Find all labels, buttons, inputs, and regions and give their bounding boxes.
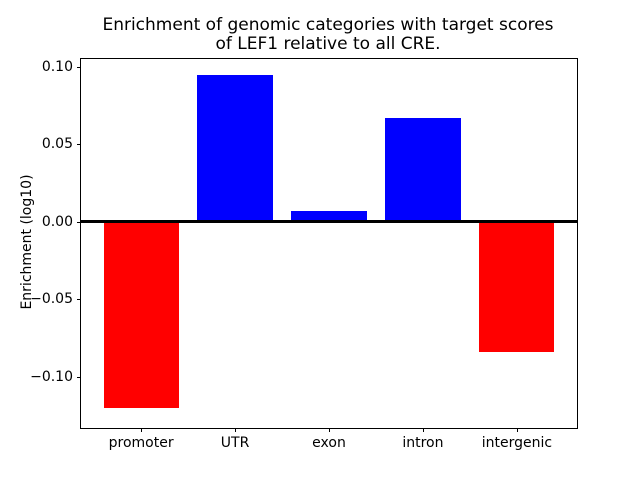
y-tick-mark [77,66,81,68]
x-tick-label-exon: exon [312,435,346,451]
bar-intergenic [479,221,555,353]
bar-UTR [197,74,273,222]
bar-exon [291,210,367,222]
chart-title: Enrichment of genomic categories with ta… [80,16,576,54]
x-tick-mark [141,428,143,432]
x-tick-mark [422,428,424,432]
y-tick-label: 0.05 [41,136,73,153]
x-tick-label-promoter: promoter [108,435,174,451]
y-tick-mark [77,144,81,146]
bar-intron [385,117,461,222]
y-tick-mark [77,376,81,378]
x-tick-mark [329,428,330,432]
chart-title-line2: of LEF1 relative to all CRE. [215,34,441,54]
bar-promoter [103,221,179,408]
y-tick-label: −0.05 [30,291,73,308]
y-tick-mark [77,299,81,301]
y-tick-label: 0.10 [41,58,73,75]
x-tick-mark [516,428,518,432]
zero-line [81,220,577,224]
plot-area: 0.10 0.05 0.00 −0.05 −0.10 promoter UTR exon in… [30,58,578,451]
y-axis-label: Enrichment (log10) [19,174,35,310]
x-tick-label-intron: intron [402,435,444,451]
x-tick-mark [235,428,237,432]
x-tick-label-intergenic: intergenic [481,435,553,451]
y-tick-label: 0.00 [41,213,73,230]
y-tick-mark [77,221,81,223]
chart-title-line1: Enrichment of genomic categories with ta… [102,15,554,35]
x-tick-label-UTR: UTR [220,435,250,451]
y-tick-label: −0.10 [30,368,73,385]
